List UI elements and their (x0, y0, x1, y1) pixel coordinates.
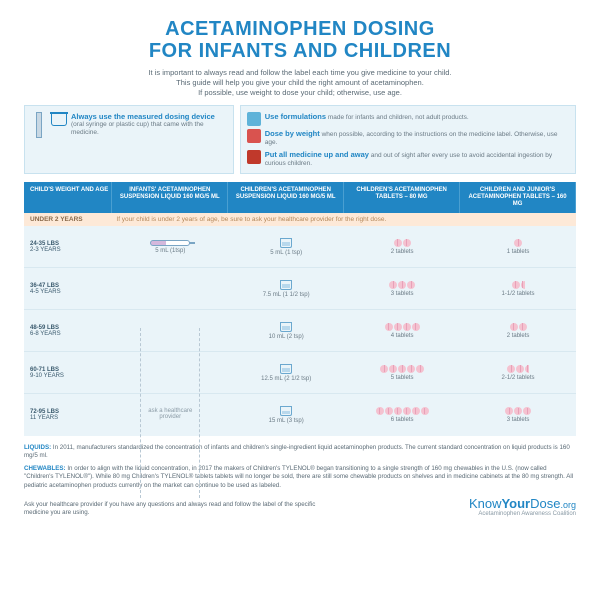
tip-left-body: (oral syringe or plastic cup) that came … (71, 121, 227, 137)
tips-row: Always use the measured dosing device (o… (24, 105, 576, 174)
tablets-80-icon (346, 323, 458, 331)
tablets-160-icon (462, 239, 574, 247)
tip-icon (247, 129, 261, 143)
column-header: INFANTS' ACETAMINOPHEN SUSPENSION LIQUID… (112, 182, 228, 213)
tablets-160-icon (462, 281, 574, 289)
column-header: CHILD'S WEIGHT AND AGE (24, 182, 112, 213)
tip-icon (247, 112, 261, 126)
under-2-band: UNDER 2 YEARS If your child is under 2 y… (24, 213, 576, 226)
syringe-dose-icon (150, 240, 190, 246)
table-row: 36-47 LBS4-5 YEARS7.5 mL (1 1/2 tsp)3 ta… (24, 268, 576, 310)
tips-right: Use formulations made for infants and ch… (240, 105, 576, 174)
tablets-160-icon (462, 323, 574, 331)
footer-logo: KnowYourDose.org Acetaminophen Awareness… (469, 496, 576, 517)
cup-dose-icon (280, 406, 292, 416)
cup-icon (51, 112, 67, 126)
tablets-160-icon (462, 407, 574, 415)
table-row: 24-35 LBS2-3 YEARS5 mL (1tsp)5 mL (1 tsp… (24, 226, 576, 268)
title: ACETAMINOPHEN DOSING FOR INFANTS AND CHI… (24, 18, 576, 62)
column-header: CHILDREN'S ACETAMINOPHEN TABLETS – 80 MG (344, 182, 460, 213)
column-header: CHILDREN'S ACETAMINOPHEN SUSPENSION LIQU… (228, 182, 344, 213)
table-row: 72-95 LBS11 YEARS15 mL (3 tsp)6 tablets3… (24, 394, 576, 436)
table-body: 24-35 LBS2-3 YEARS5 mL (1tsp)5 mL (1 tsp… (24, 226, 576, 436)
subtitle: It is important to always read and follo… (24, 68, 576, 97)
dosing-table: CHILD'S WEIGHT AND AGEINFANTS' ACETAMINO… (24, 182, 576, 436)
table-row: 60-71 LBS9-10 YEARS12.5 mL (2 1/2 tsp)5 … (24, 352, 576, 394)
tip-icon (247, 150, 261, 164)
cup-dose-icon (280, 322, 292, 332)
tablets-80-icon (346, 365, 458, 373)
tablets-160-icon (462, 365, 574, 373)
tip-dosing-device: Always use the measured dosing device (o… (24, 105, 234, 174)
footer-ask: Ask your healthcare provider if you have… (24, 501, 328, 517)
syringe-icon (31, 112, 45, 142)
table-header: CHILD'S WEIGHT AND AGEINFANTS' ACETAMINO… (24, 182, 576, 213)
tablets-80-icon (346, 239, 458, 247)
table-row: 48-59 LBS6-8 YEARSask a healthcare provi… (24, 310, 576, 352)
cup-dose-icon (280, 364, 292, 374)
tablets-80-icon (346, 407, 458, 415)
footer: Ask your healthcare provider if you have… (24, 496, 576, 517)
tablets-80-icon (346, 281, 458, 289)
tip-left-head: Always use the measured dosing device (71, 112, 227, 121)
notes: LIQUIDS: In 2011, manufacturers standard… (24, 444, 576, 490)
cup-dose-icon (280, 280, 292, 290)
column-header: CHILDREN AND JUNIOR'S ACETAMINOPHEN TABL… (460, 182, 576, 213)
cup-dose-icon (280, 238, 292, 248)
